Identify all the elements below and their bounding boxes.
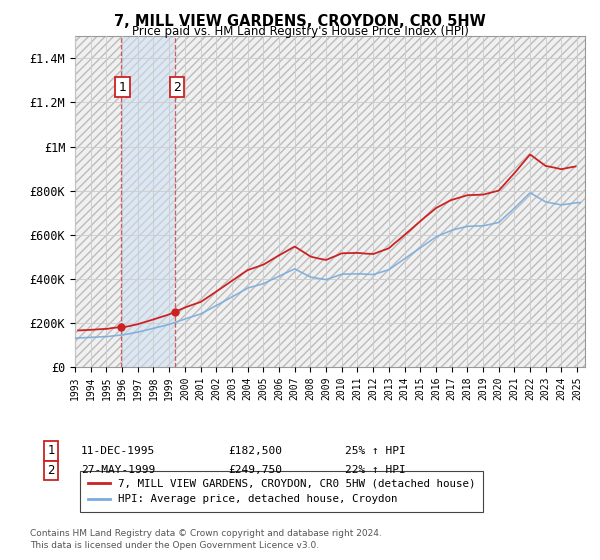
Text: 1: 1: [47, 444, 55, 458]
Legend: 7, MILL VIEW GARDENS, CROYDON, CR0 5HW (detached house), HPI: Average price, det: 7, MILL VIEW GARDENS, CROYDON, CR0 5HW (…: [80, 472, 484, 512]
Text: 22% ↑ HPI: 22% ↑ HPI: [345, 465, 406, 475]
Text: 25% ↑ HPI: 25% ↑ HPI: [345, 446, 406, 456]
Text: 7, MILL VIEW GARDENS, CROYDON, CR0 5HW: 7, MILL VIEW GARDENS, CROYDON, CR0 5HW: [114, 14, 486, 29]
Text: £182,500: £182,500: [228, 446, 282, 456]
Text: 11-DEC-1995: 11-DEC-1995: [81, 446, 155, 456]
Text: 2: 2: [47, 464, 55, 477]
Text: 2: 2: [173, 81, 181, 94]
Text: Price paid vs. HM Land Registry's House Price Index (HPI): Price paid vs. HM Land Registry's House …: [131, 25, 469, 38]
Bar: [121, 36, 175, 367]
Text: 1: 1: [119, 81, 127, 94]
Text: £249,750: £249,750: [228, 465, 282, 475]
Text: 27-MAY-1999: 27-MAY-1999: [81, 465, 155, 475]
Text: Contains HM Land Registry data © Crown copyright and database right 2024.
This d: Contains HM Land Registry data © Crown c…: [30, 529, 382, 550]
